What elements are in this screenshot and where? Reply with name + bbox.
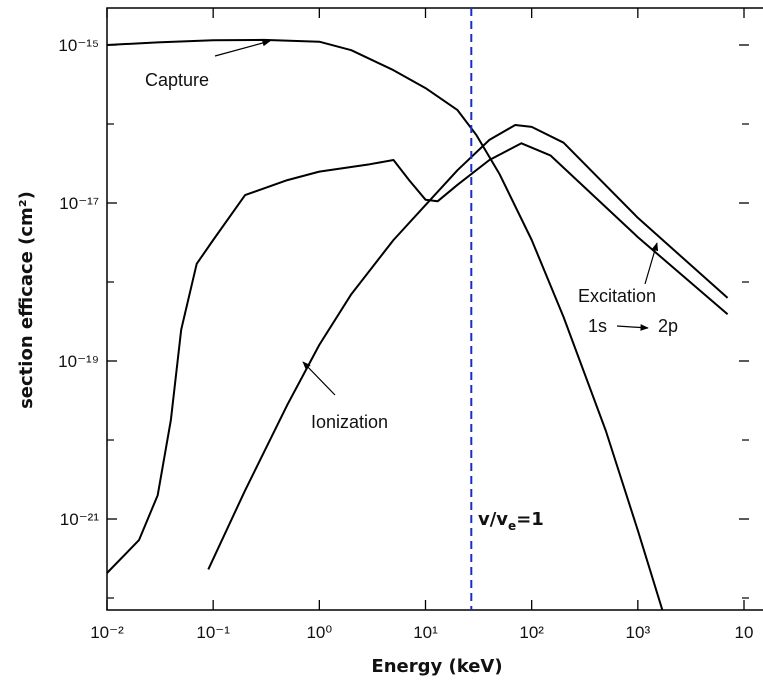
vline-label-sub: e [508, 519, 516, 533]
arrow [214, 39, 271, 57]
vline-label-part: v/v [478, 509, 508, 530]
y-tick-label: 10⁻¹⁵ [58, 36, 99, 55]
series-line [106, 38, 664, 611]
x-tick-label: 10¹ [413, 623, 438, 642]
x-axis-label: Energy (keV) [371, 656, 502, 677]
transition-to: 2p [658, 316, 678, 336]
x-tick-label: 10⁰ [306, 623, 332, 642]
arrow [644, 242, 659, 285]
x-tick-label: 10⁻¹ [196, 623, 230, 642]
x-tick-label: 10⁻² [90, 623, 124, 642]
series-line [207, 124, 729, 570]
x-tick-label: 10³ [626, 623, 651, 642]
arrow [616, 324, 649, 331]
transition-from: 1s [588, 316, 607, 336]
x-tick-label: 10² [519, 623, 544, 642]
vline-label: v/ve=1 [478, 509, 544, 533]
y-axis-label: section efficace (cm²) [16, 191, 37, 409]
x-tick-label: 10 [735, 623, 754, 642]
series-line [106, 142, 729, 574]
series-label: Excitation [578, 286, 656, 306]
y-tick-label: 10⁻¹⁷ [59, 194, 99, 213]
series-label: Capture [145, 70, 209, 90]
series-label: Ionization [311, 412, 388, 432]
plot-frame [106, 7, 763, 611]
vline-label-part: =1 [516, 509, 544, 530]
y-tick-label: 10⁻¹⁹ [58, 352, 99, 371]
y-tick-label: 10⁻²¹ [60, 510, 100, 529]
